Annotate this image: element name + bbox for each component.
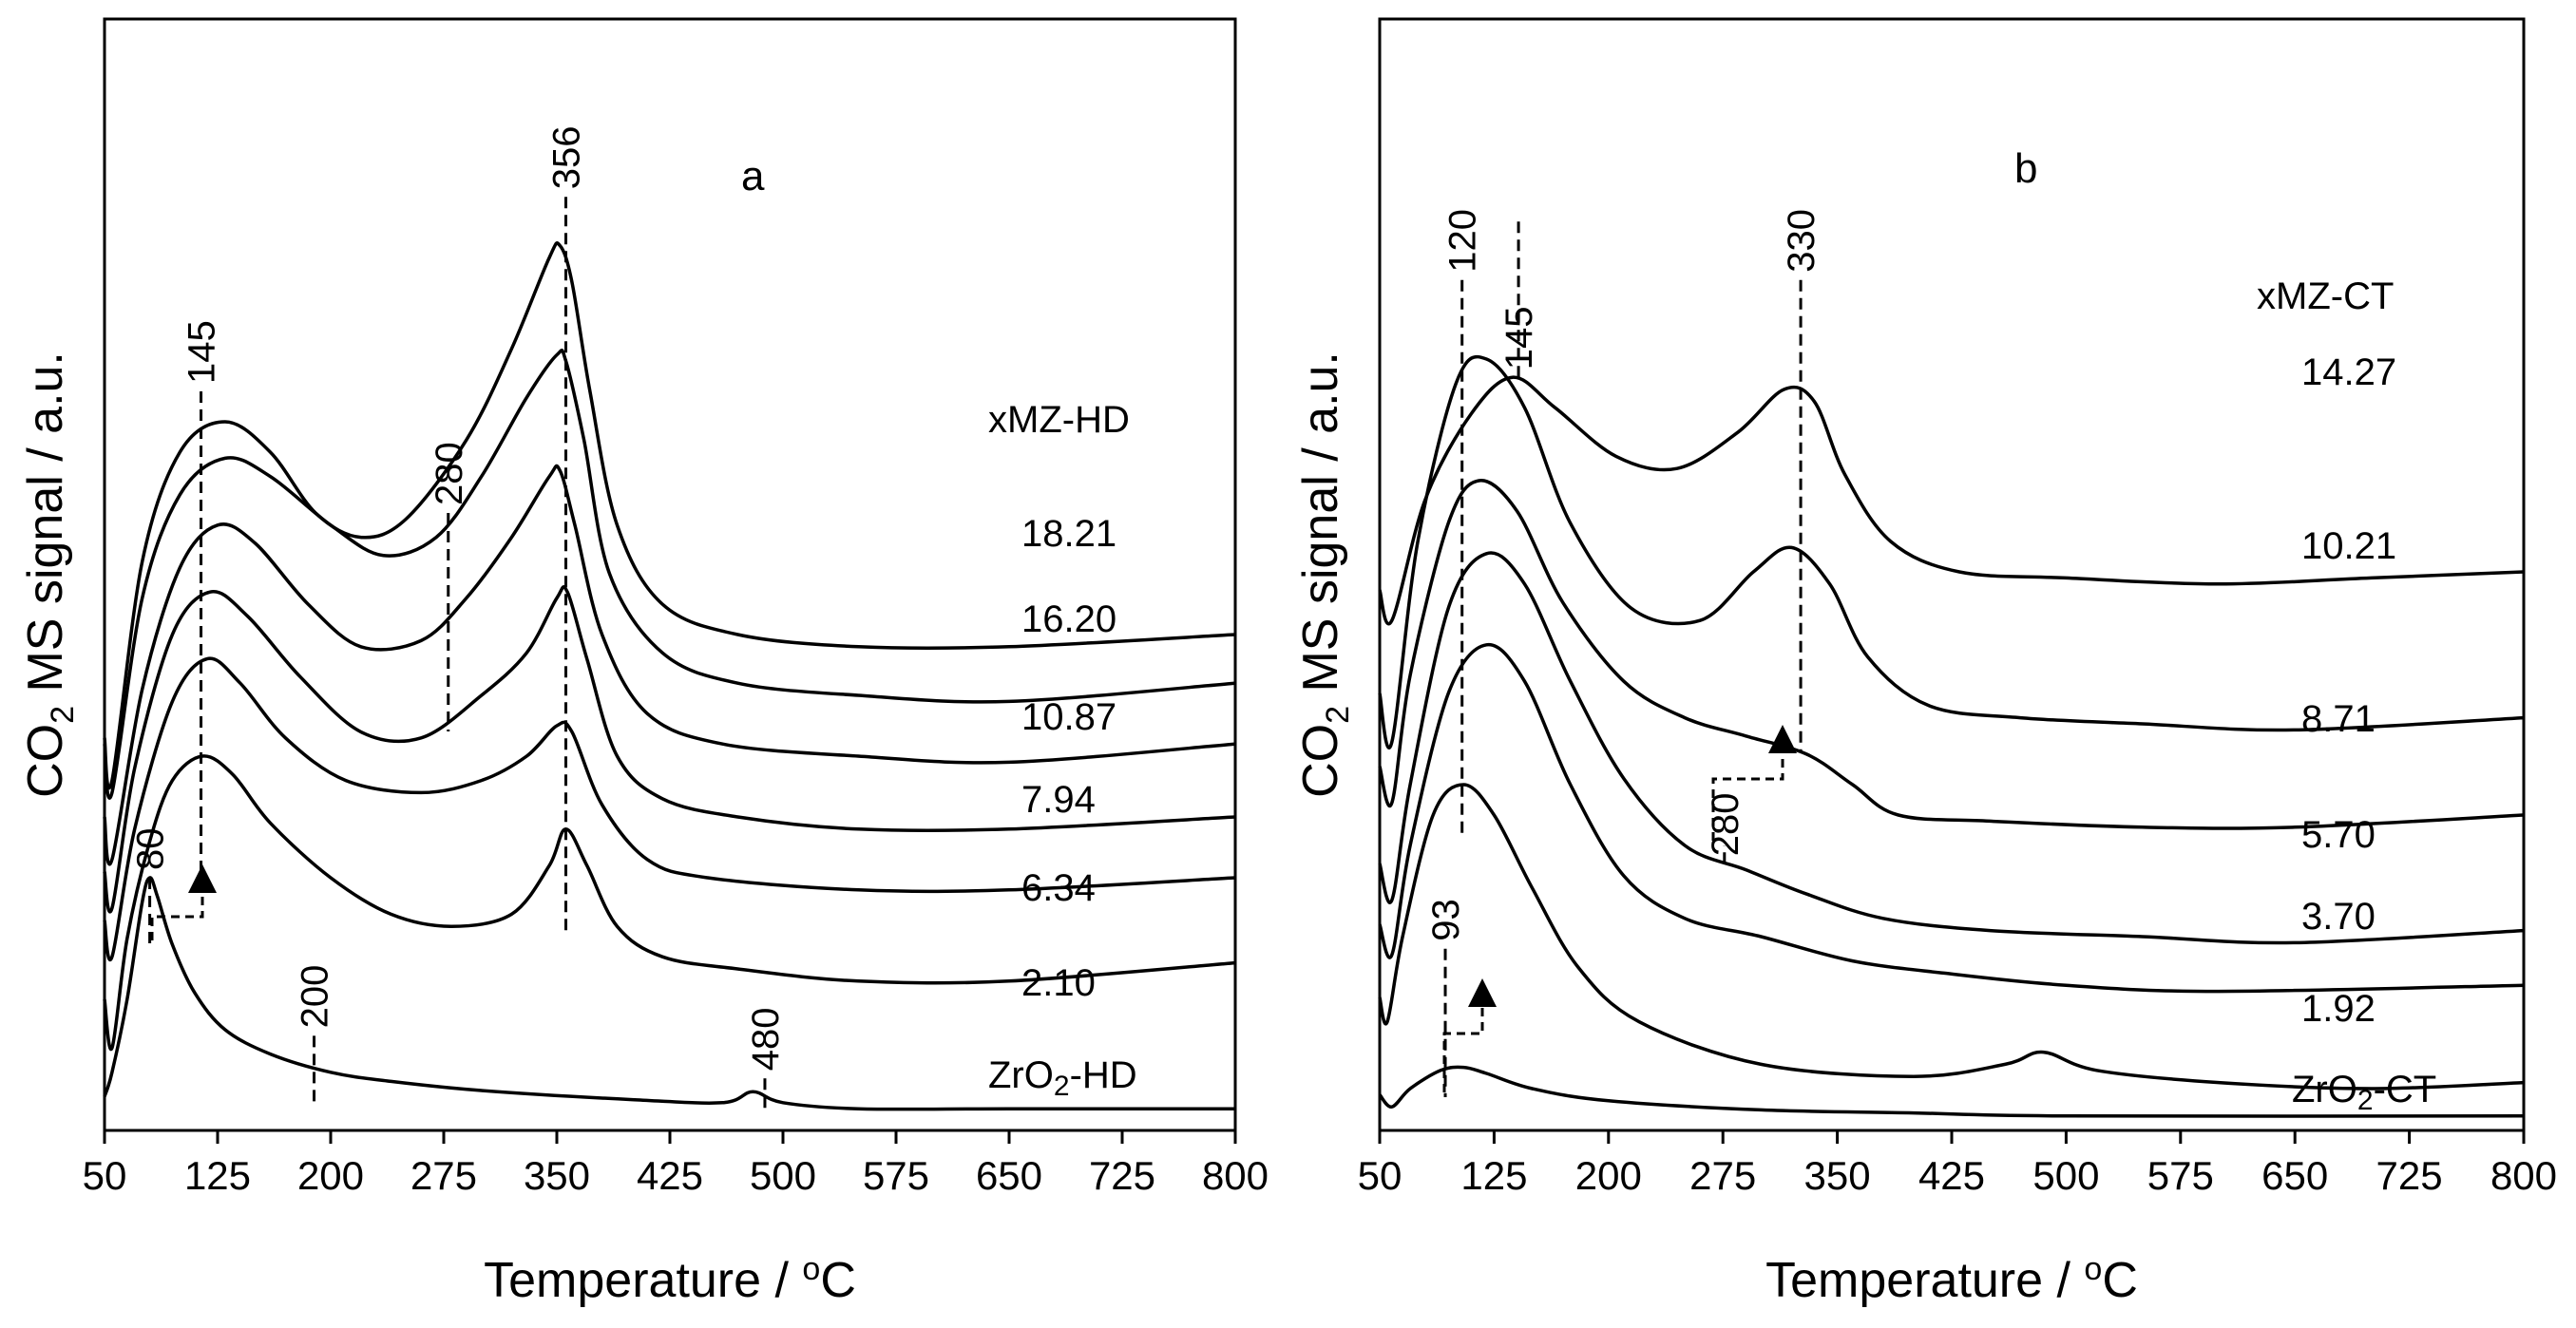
x-tick-label-a-800: 800 xyxy=(1202,1153,1269,1198)
peak-label-b-280: 280 xyxy=(1705,792,1746,856)
peak-label-b-93: 93 xyxy=(1425,899,1467,941)
panel-b-x-axis-title: Temperature / oC xyxy=(1765,1251,2138,1308)
x-tick-label-a-650: 650 xyxy=(976,1153,1042,1198)
series-label-a-18-21: 18.21 xyxy=(1021,513,1116,555)
panel-b-peak-markers: 120 145 330 280 93 xyxy=(1425,209,1822,1097)
series-line-a-18-21 xyxy=(103,241,1236,790)
series-label-b-8-71: 8.71 xyxy=(2301,698,2376,740)
series-line-b-14-27 xyxy=(1378,375,2525,626)
series-line-a-6-34 xyxy=(103,656,1236,962)
peak-marker-b-330: 330 xyxy=(1781,209,1822,750)
peak-label-a-480: 480 xyxy=(745,1007,787,1071)
series-label-a-10-87: 10.87 xyxy=(1021,696,1116,738)
panel-b-x-ticks: 50 125 200 275 350 425 500 575 650 725 800 xyxy=(1358,1130,2557,1198)
x-tick-label-a-200: 200 xyxy=(297,1153,364,1198)
panel-a-curves xyxy=(103,241,1236,1111)
x-tick-label-a-425: 425 xyxy=(637,1153,703,1198)
x-tick-label-b-575: 575 xyxy=(2147,1153,2214,1198)
series-line-a-7-94 xyxy=(103,584,1236,914)
series-label-a-6-34: 6.34 xyxy=(1021,867,1096,909)
series-line-b-10-21 xyxy=(1378,354,2525,749)
x-tick-label-b-425: 425 xyxy=(1918,1153,1985,1198)
peak-label-b-330: 330 xyxy=(1781,209,1822,273)
series-label-a-7-94: 7.94 xyxy=(1021,779,1096,821)
series-label-b-5-70: 5.70 xyxy=(2301,814,2376,856)
series-label-b-1-92: 1.92 xyxy=(2301,988,2376,1030)
x-tick-label-b-500: 500 xyxy=(2032,1153,2099,1198)
series-label-a-16-20: 16.20 xyxy=(1021,598,1116,640)
peak-label-a-280: 280 xyxy=(429,442,470,505)
x-tick-label-a-500: 500 xyxy=(750,1153,816,1198)
panel-b-y-axis-title: CO2 MS signal / a.u. xyxy=(1293,351,1356,798)
panel-b: 50 125 200 275 350 425 500 575 650 725 800 120 145 3… xyxy=(1293,17,2557,1308)
shift-arrow-a-80-to-145 xyxy=(150,864,217,940)
x-tick-label-a-125: 125 xyxy=(184,1153,251,1198)
x-tick-label-b-350: 350 xyxy=(1804,1153,1871,1198)
x-tick-label-a-575: 575 xyxy=(863,1153,929,1198)
series-line-b-8-71 xyxy=(1378,479,2525,830)
series-label-b-10-21: 10.21 xyxy=(2301,525,2396,567)
series-line-a-10-87 xyxy=(103,464,1236,866)
panel-a-group-label: xMZ-HD xyxy=(988,399,1130,441)
panel-b-group-label: xMZ-CT xyxy=(2257,275,2394,317)
x-tick-label-b-200: 200 xyxy=(1575,1153,1642,1198)
x-tick-label-b-50: 50 xyxy=(1358,1153,1402,1198)
x-tick-label-a-50: 50 xyxy=(83,1153,127,1198)
peak-marker-a-356: 356 xyxy=(546,125,588,936)
series-line-a-zro2-hd xyxy=(103,876,1235,1111)
x-tick-label-a-275: 275 xyxy=(410,1153,477,1198)
x-tick-label-a-350: 350 xyxy=(524,1153,590,1198)
panel-a-y-axis-title: CO2 MS signal / a.u. xyxy=(18,351,81,798)
series-label-b-14-27: 14.27 xyxy=(2301,351,2396,393)
peak-marker-a-145: 145 xyxy=(181,320,223,874)
peak-marker-b-145: 145 xyxy=(1498,218,1540,378)
series-line-b-zro2-ct xyxy=(1378,1065,2525,1118)
x-tick-label-b-725: 725 xyxy=(2376,1153,2443,1198)
series-label-a-zro2-hd: ZrO2-HD xyxy=(988,1054,1137,1102)
shift-arrow-b-93 xyxy=(1442,978,1497,1092)
peak-marker-b-93: 93 xyxy=(1425,899,1467,1097)
series-line-b-3-70 xyxy=(1378,643,2525,994)
x-tick-label-b-650: 650 xyxy=(2261,1153,2328,1198)
peak-label-b-145: 145 xyxy=(1498,306,1540,370)
x-tick-label-a-725: 725 xyxy=(1089,1153,1155,1198)
panel-b-frame xyxy=(1378,17,2526,1132)
peak-marker-a-480: 480 xyxy=(745,1007,787,1111)
panel-b-letter: b xyxy=(2014,145,2037,192)
shift-arrow-b-280-to-330 xyxy=(1711,725,1797,841)
panel-b-curves xyxy=(1378,354,2525,1118)
panel-a-x-ticks: 50 125 200 275 350 425 500 575 650 725 800 xyxy=(83,1130,1269,1198)
panel-a-x-axis-title: Temperature / oC xyxy=(484,1251,856,1308)
peak-label-a-356: 356 xyxy=(546,125,588,189)
series-line-a-16-20 xyxy=(103,349,1236,800)
peak-marker-a-280: 280 xyxy=(429,442,470,731)
series-line-b-1-92 xyxy=(1378,783,2525,1091)
series-line-b-5-70 xyxy=(1378,551,2525,945)
series-line-a-2-10 xyxy=(103,754,1236,1052)
series-label-a-2-10: 2.10 xyxy=(1021,962,1096,1004)
panel-a-letter: a xyxy=(741,153,765,199)
peak-marker-b-280: 280 xyxy=(1705,792,1746,864)
x-tick-label-b-800: 800 xyxy=(2490,1153,2557,1198)
peak-marker-a-200: 200 xyxy=(295,965,336,1107)
series-label-b-3-70: 3.70 xyxy=(2301,896,2376,938)
panel-a: 50 125 200 275 350 425 500 575 650 725 800 145 280 3… xyxy=(18,17,1269,1308)
peak-label-a-145: 145 xyxy=(181,320,223,384)
series-label-b-zro2-ct: ZrO2-CT xyxy=(2292,1069,2436,1116)
x-tick-label-b-275: 275 xyxy=(1689,1153,1756,1198)
peak-label-a-200: 200 xyxy=(295,965,336,1029)
peak-label-b-120: 120 xyxy=(1442,209,1484,273)
x-tick-label-b-125: 125 xyxy=(1460,1153,1527,1198)
